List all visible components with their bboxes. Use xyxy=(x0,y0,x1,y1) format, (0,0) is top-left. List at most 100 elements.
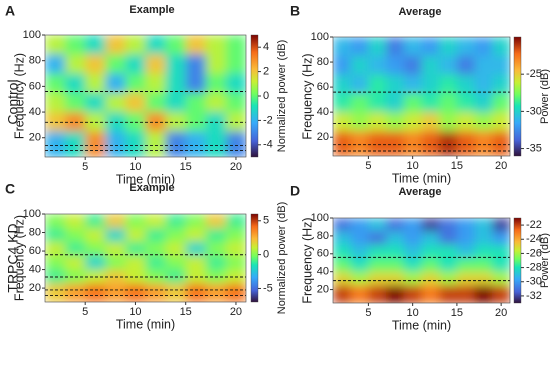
heat-cell xyxy=(65,283,86,302)
heat-cell xyxy=(225,227,246,243)
heat-cell xyxy=(492,258,510,273)
heat-cell xyxy=(492,231,510,246)
x-tick-label: 20 xyxy=(495,307,507,319)
y-axis-label: Frequency (Hz) xyxy=(12,53,26,139)
colorbar xyxy=(250,34,259,158)
heat-cell xyxy=(65,73,86,94)
heatmap xyxy=(45,214,246,302)
heat-cell xyxy=(403,218,422,232)
x-axis-label: Time (min) xyxy=(116,317,175,331)
heat-cell xyxy=(165,131,187,157)
heat-cell xyxy=(333,55,352,76)
x-tick-label: 5 xyxy=(82,161,88,173)
colorbar-tick-label: -30 xyxy=(526,276,542,288)
heat-cell xyxy=(333,112,352,132)
heat-cell xyxy=(165,283,187,302)
colorbar-tick-label: -22 xyxy=(526,219,542,231)
colorbar-tick-label: -30 xyxy=(526,105,542,117)
heatmap xyxy=(45,35,246,157)
x-tick-label: 10 xyxy=(407,160,419,172)
y-tick-label: 40 xyxy=(317,106,329,118)
heat-cell xyxy=(350,218,369,232)
heat-cell xyxy=(368,244,387,259)
heat-cell xyxy=(421,74,440,94)
colorbar-label: Power (dB) xyxy=(539,233,550,288)
heat-cell xyxy=(474,258,493,273)
heat-cell xyxy=(65,54,86,75)
heat-cell xyxy=(45,73,66,94)
y-tick-label: 100 xyxy=(23,29,41,41)
x-tick-label: 20 xyxy=(230,161,242,173)
heat-cell xyxy=(165,241,187,257)
heat-cell xyxy=(185,255,207,271)
panel-label: C xyxy=(5,181,15,197)
x-axis-label: Time (min) xyxy=(392,318,451,332)
heat-cell xyxy=(105,35,126,55)
heat-cell xyxy=(145,255,167,271)
heat-cell xyxy=(456,244,476,259)
heat-cell xyxy=(403,271,422,286)
heat-cell xyxy=(456,130,476,156)
heat-cell xyxy=(439,285,458,303)
heat-cell xyxy=(403,285,422,303)
y-tick-label: 20 xyxy=(29,132,41,144)
colorbar-tick-label: -4 xyxy=(263,139,273,151)
heat-cell xyxy=(125,255,146,271)
heat-cell xyxy=(333,271,352,286)
heat-cell xyxy=(85,255,106,271)
heat-cell xyxy=(85,131,106,157)
heat-cell xyxy=(105,131,126,157)
y-tick-label: 60 xyxy=(29,80,41,92)
y-tick-label: 40 xyxy=(29,106,41,118)
heat-cell xyxy=(185,131,207,157)
x-axis-label: Time (min) xyxy=(116,172,175,186)
heat-cell xyxy=(145,54,167,75)
colorbar-tick-label: 0 xyxy=(263,90,269,102)
heat-cell xyxy=(456,37,476,57)
heat-cell xyxy=(403,55,422,76)
colorbar-tick-label: -26 xyxy=(526,247,542,259)
plot-frame xyxy=(332,217,511,304)
heat-cell xyxy=(368,112,387,132)
x-tick-label: 10 xyxy=(407,307,419,319)
colorbar-tick-label: -35 xyxy=(526,142,542,154)
heat-cell xyxy=(205,131,227,157)
y-tick-label: 60 xyxy=(317,81,329,93)
heat-cell xyxy=(185,214,207,229)
heat-cell xyxy=(368,285,387,303)
heat-cell xyxy=(185,283,207,302)
row-label: TRPC4 KD xyxy=(5,223,21,292)
heat-cell xyxy=(421,285,440,303)
colorbar xyxy=(513,217,522,304)
heat-cell xyxy=(125,283,146,302)
heat-cell xyxy=(165,35,187,55)
heat-cell xyxy=(165,214,187,229)
colorbar-label: Normalized power (dB) xyxy=(276,40,288,152)
heat-cell xyxy=(85,73,106,94)
heat-cell xyxy=(439,112,458,132)
heat-cell xyxy=(386,112,405,132)
heat-cell xyxy=(333,244,352,259)
heat-cell xyxy=(474,130,493,156)
plot-area xyxy=(45,214,246,302)
heat-cell xyxy=(492,244,510,259)
heat-cell xyxy=(205,227,227,243)
heat-cell xyxy=(386,258,405,273)
heat-cell xyxy=(492,37,510,57)
y-tick-label: 80 xyxy=(29,55,41,67)
heat-cell xyxy=(456,112,476,132)
y-tick-label: 100 xyxy=(311,212,329,224)
heat-cell xyxy=(65,35,86,55)
x-tick-label: 5 xyxy=(365,160,371,172)
panel-label: D xyxy=(290,183,300,199)
heat-cell xyxy=(145,35,167,55)
heat-cell xyxy=(333,93,352,113)
heat-cell xyxy=(225,283,246,302)
heat-cell xyxy=(165,54,187,75)
y-tick-label: 60 xyxy=(29,245,41,257)
heat-cell xyxy=(125,35,146,55)
heat-cell xyxy=(439,55,458,76)
colorbar-tick-label: -32 xyxy=(526,290,542,302)
heat-cell xyxy=(333,74,352,94)
heat-cell xyxy=(165,92,187,113)
